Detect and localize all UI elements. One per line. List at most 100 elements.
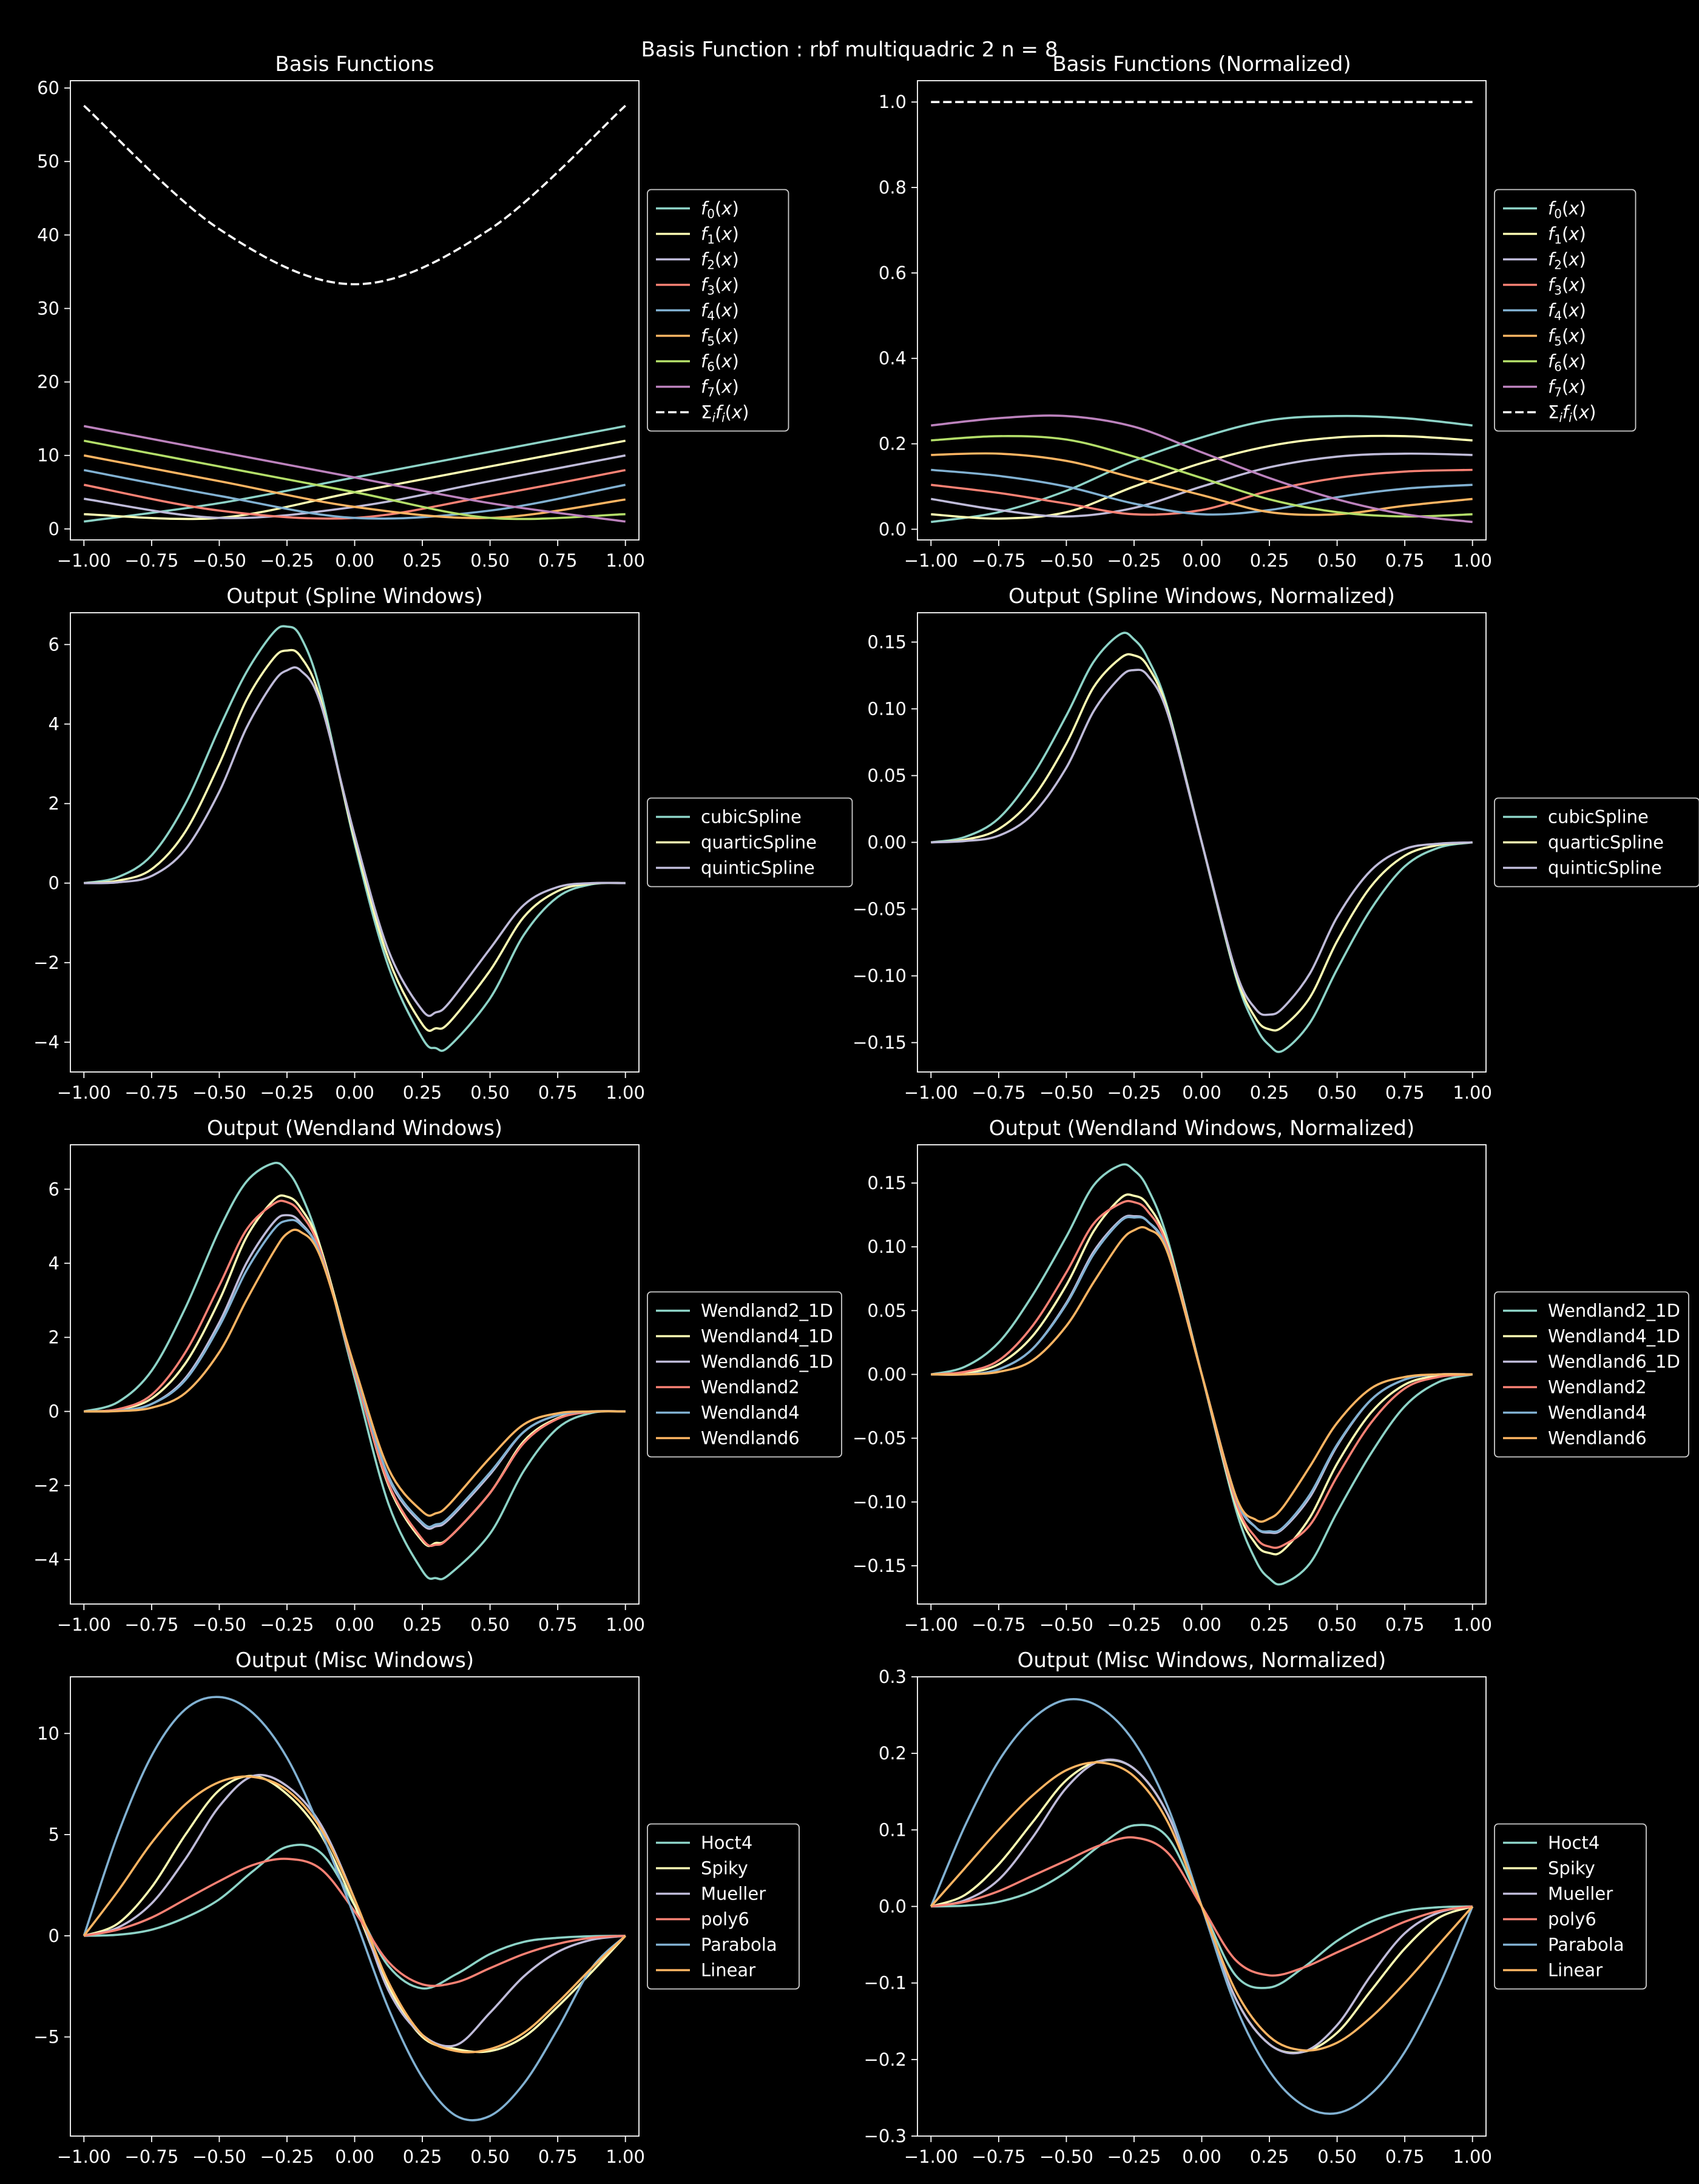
x-tick-label: −1.00 — [57, 2146, 111, 2167]
x-tick-label: 1.00 — [606, 550, 645, 571]
legend-label: Parabola — [1548, 1935, 1624, 1955]
legend-label: Wendland2_1D — [701, 1301, 833, 1321]
y-tick-label: −4 — [33, 1032, 59, 1053]
legend-label: poly6 — [1548, 1909, 1596, 1930]
x-tick-label: 0.75 — [1385, 2146, 1425, 2167]
chart-title: Output (Wendland Windows, Normalized) — [989, 1116, 1415, 1141]
x-tick-label: 0.50 — [1317, 1614, 1357, 1635]
legend-label: f6(x) — [701, 351, 739, 374]
x-tick-label: 0.75 — [538, 1614, 578, 1635]
x-tick-label: −0.75 — [124, 2146, 178, 2167]
x-tick-label: 0.25 — [1250, 1082, 1289, 1103]
legend-label: Σifi(x) — [1548, 402, 1596, 425]
x-tick-label: 0.25 — [403, 1614, 442, 1635]
legend-label: f0(x) — [701, 198, 739, 221]
x-tick-label: −0.25 — [1107, 550, 1161, 571]
series-line — [931, 434, 1473, 520]
x-tick-label: −0.50 — [192, 1082, 246, 1103]
chart-title: Basis Functions — [275, 52, 434, 76]
series-line — [84, 649, 626, 1032]
x-tick-label: −0.75 — [971, 1082, 1025, 1103]
y-tick-label: 4 — [49, 1253, 59, 1273]
y-tick-label: −0.3 — [864, 2126, 907, 2146]
legend-label: Hoct4 — [701, 1833, 752, 1853]
x-tick-label: 0.00 — [335, 1082, 374, 1103]
legend-label: f2(x) — [1548, 249, 1586, 272]
legend-label: Wendland6_1D — [1548, 1352, 1680, 1372]
x-tick-label: 0.50 — [470, 1614, 510, 1635]
legend-box — [1494, 1291, 1689, 1458]
chart-panel-3: Output (Spline Windows, Normalized) −1.00… — [853, 584, 1699, 1103]
y-tick-label: −0.05 — [853, 1428, 907, 1449]
x-tick-label: −0.75 — [971, 550, 1025, 571]
x-tick-label: 0.50 — [1317, 2146, 1357, 2167]
y-tick-label: 0 — [49, 1926, 59, 1946]
series-line — [930, 1761, 1474, 2052]
legend-label: Wendland4_1D — [1548, 1326, 1680, 1347]
x-tick-label: −0.75 — [124, 1614, 178, 1635]
series-line — [931, 452, 1473, 516]
x-tick-label: −0.50 — [1039, 1082, 1093, 1103]
y-tick-label: 0.05 — [867, 765, 907, 786]
x-tick-label: −1.00 — [57, 1082, 111, 1103]
y-tick-label: 0.10 — [867, 698, 907, 719]
legend-box — [647, 1823, 800, 1990]
x-tick-label: 0.50 — [1317, 550, 1357, 571]
legend-label: Hoct4 — [1548, 1833, 1599, 1853]
legend-box — [647, 797, 853, 888]
x-tick-label: 1.00 — [1453, 1614, 1492, 1635]
legend: Hoct4 Spiky Mueller poly6 Parabola Linear — [1494, 1823, 1647, 1990]
series-line — [931, 468, 1473, 516]
y-tick-label: 0 — [49, 873, 59, 894]
x-tick-label: 0.75 — [1385, 550, 1425, 571]
series-line — [83, 425, 626, 523]
legend-label: Σifi(x) — [701, 402, 749, 425]
chart-title: Output (Spline Windows, Normalized) — [1008, 584, 1395, 608]
legend-label: f7(x) — [701, 377, 739, 400]
x-tick-label: 0.25 — [1250, 2146, 1289, 2167]
series-line — [931, 414, 1473, 524]
x-tick-label: −0.25 — [260, 2146, 314, 2167]
legend: cubicSpline quarticSpline quinticSpline — [647, 797, 853, 888]
chart-title: Output (Misc Windows) — [235, 1648, 474, 1673]
legend-label: Spiky — [1548, 1858, 1595, 1879]
y-tick-label: −0.15 — [853, 1555, 907, 1576]
legend-label: f1(x) — [1548, 224, 1586, 247]
x-tick-label: 0.00 — [1182, 1614, 1221, 1635]
x-tick-label: −0.75 — [124, 1082, 178, 1103]
series-line — [84, 1228, 626, 1517]
x-tick-label: 0.00 — [335, 550, 374, 571]
y-tick-label: 6 — [49, 634, 59, 655]
x-tick-label: 0.25 — [1250, 1614, 1289, 1635]
y-tick-label: 0.15 — [867, 632, 907, 652]
y-tick-label: 0 — [49, 1401, 59, 1422]
legend-label: f3(x) — [701, 275, 739, 298]
x-tick-label: −0.25 — [260, 1614, 314, 1635]
x-tick-label: 0.50 — [1317, 1082, 1357, 1103]
legend-label: f5(x) — [701, 326, 739, 349]
x-tick-label: 1.00 — [606, 2146, 645, 2167]
chart-panel-0: Basis Functions −1.00 −0.75 −0.50 −0.25 0.00 0… — [37, 52, 789, 571]
legend-label: Wendland6 — [701, 1428, 800, 1449]
x-tick-label: 0.50 — [470, 2146, 510, 2167]
series-line — [931, 435, 1473, 518]
y-tick-label: 40 — [37, 224, 59, 245]
x-tick-label: 0.50 — [470, 550, 510, 571]
series-line — [931, 468, 1473, 516]
legend: Wendland2_1D Wendland4_1D Wendland6_1D Wend… — [1494, 1291, 1689, 1458]
legend-label: Wendland4 — [1548, 1403, 1647, 1423]
x-tick-label: −0.50 — [192, 550, 246, 571]
legend-label: cubicSpline — [1548, 807, 1649, 827]
legend-box — [647, 1291, 842, 1458]
legend-label: f1(x) — [701, 224, 739, 247]
y-tick-label: 1.0 — [879, 92, 907, 112]
legend-label: Wendland6 — [1548, 1428, 1647, 1449]
series-line — [83, 454, 626, 519]
x-tick-label: −0.50 — [1039, 2146, 1093, 2167]
y-tick-label: 5 — [49, 1824, 59, 1845]
legend-label: quinticSpline — [1548, 858, 1662, 878]
y-tick-label: 6 — [49, 1179, 59, 1199]
y-tick-label: 0.00 — [867, 1364, 907, 1385]
legend-label: Wendland4 — [701, 1403, 800, 1423]
legend-label: f0(x) — [1548, 198, 1586, 221]
